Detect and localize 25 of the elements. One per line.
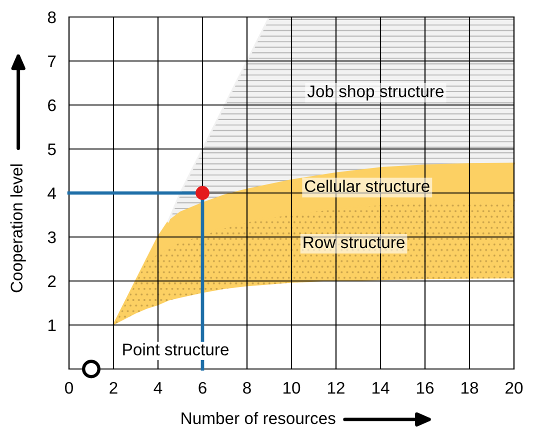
y-tick-label: 1	[48, 320, 56, 332]
text: Job shop structure	[307, 84, 444, 101]
y-tick-label: 3	[48, 231, 56, 244]
x-tick-label: 10	[284, 382, 300, 394]
x-tick-label: 18	[462, 382, 478, 394]
y-tick-label: 4	[48, 188, 56, 200]
y-tick-label: 5	[48, 144, 56, 156]
x-tick-label: 0	[65, 382, 73, 394]
annotation: Point structure	[123, 343, 229, 356]
x-tick-label: 2	[110, 382, 118, 394]
x-tick-label: 12	[328, 382, 344, 394]
x-tick-label: 4	[154, 382, 162, 394]
x-tick-label: 20	[506, 382, 523, 394]
series-label: Cellular structure	[305, 180, 430, 192]
y-axis-title: Cooperation level	[10, 164, 26, 292]
y-tick-label: 6	[48, 99, 56, 112]
x-axis-title: Number of resources	[182, 412, 336, 424]
series-label: Row structure	[304, 236, 404, 248]
x-tick-label: 16	[417, 382, 434, 394]
y-tick-label: 7	[48, 56, 56, 68]
x-tick-label: 14	[372, 382, 390, 394]
y-tick-label: 2	[48, 275, 56, 288]
x-tick-label: 8	[243, 382, 251, 394]
x-tick-label: 6	[198, 382, 206, 394]
y-tick-label: 8	[48, 11, 56, 24]
